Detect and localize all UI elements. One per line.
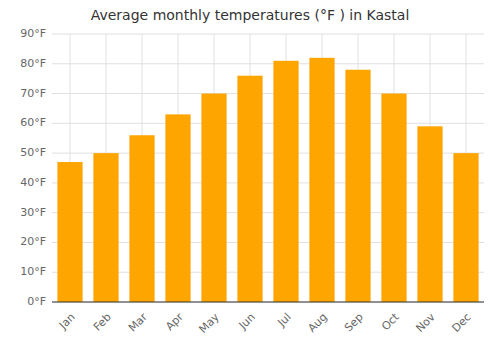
x-tick-label: Apr [163,310,186,333]
x-tick-label: Jul [274,311,293,330]
bar [201,94,226,302]
x-tick-label: Feb [91,311,114,334]
x-tick-label: Nov [413,310,438,335]
chart: Average monthly temperatures (°F ) in Ka… [0,0,500,350]
bar [165,114,190,302]
x-tick-label: May [196,310,222,336]
bar [309,58,334,302]
x-axis-line [52,302,484,303]
x-tick-label: Jan [56,311,78,333]
y-tick-label: 10°F [20,265,46,278]
y-ticks: 0°F 10°F 20°F 30°F 40°F 50°F 60°F 70°F 80°F 90°F [20,27,46,308]
grid-line [52,123,484,124]
y-tick-label: 50°F [20,146,46,159]
title: Average monthly temperatures (°F ) in Ka… [91,7,410,23]
y-tick-label: 60°F [20,116,46,129]
bar [381,94,406,302]
y-tick-label: 90°F [20,27,46,40]
bar [345,70,370,302]
bar [57,162,82,302]
bar [417,126,442,302]
grid-line [52,93,484,94]
bar [237,76,262,302]
y-tick-label: 70°F [20,87,46,100]
bars [57,58,478,302]
bar [129,135,154,302]
x-tick-label: Aug [305,311,329,335]
x-tick-label: Mar [126,310,150,334]
y-tick-label: 0°F [27,295,46,308]
y-tick-label: 30°F [20,206,46,219]
grid-line [52,34,484,35]
x-tick-label: Jun [236,311,258,333]
page: {"chart_data": {"type": "bar", "title": … [0,0,500,350]
x-tick-label: Sep [342,311,366,335]
bar [273,61,298,302]
y-tick-label: 80°F [20,57,46,70]
y-tick-label: 20°F [20,235,46,248]
grid-line [52,63,484,64]
bar [93,153,118,302]
grid [52,34,484,302]
x-tick-label: Dec [450,311,474,335]
bar [453,153,478,302]
x-ticks: Jan Feb Mar Apr May Jun Jul Aug Sep Oct Nov Dec [56,310,474,336]
y-tick-label: 40°F [20,176,46,189]
grid-line [52,302,484,303]
chart-container: Average monthly temperatures (°F ) in Ka… [0,0,500,350]
x-tick-label: Oct [379,310,402,333]
